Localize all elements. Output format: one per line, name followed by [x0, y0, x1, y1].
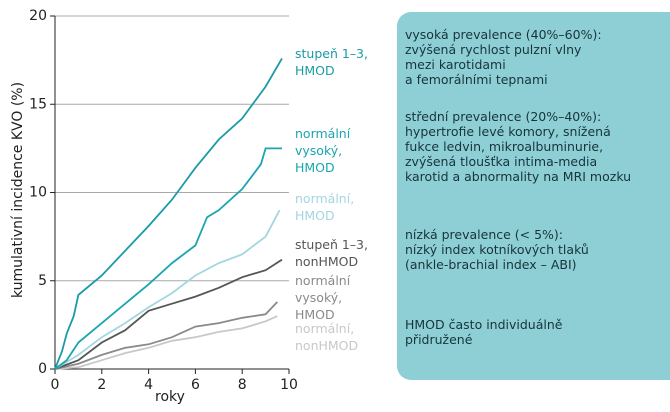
series-line [54, 147, 282, 370]
series-label: stupeň 1–3, HMOD [295, 46, 368, 78]
series-label: normální vysoký, HMOD [295, 273, 351, 322]
x-tick-label: 6 [191, 377, 200, 393]
y-tick-label: 0 [38, 361, 47, 377]
x-tick-label: 2 [97, 377, 106, 393]
series-label: normální, nonHMOD [295, 321, 359, 353]
series-line [54, 258, 283, 370]
series-line [54, 315, 278, 370]
x-tick-label: 8 [238, 377, 247, 393]
x-tick-label: 10 [280, 377, 298, 393]
info-panel: vysoká prevalence (40%–60%): zvýšená ryc… [397, 12, 670, 380]
series-label: normální vysoký, HMOD [295, 126, 351, 175]
x-tick-label: 4 [144, 377, 153, 393]
panel-text: střední prevalence (20%–40%): hypertrofi… [405, 109, 632, 184]
series-line [54, 57, 283, 370]
series-line [54, 301, 278, 370]
x-axis-label: roky [155, 389, 185, 405]
y-tick-label: 15 [29, 96, 47, 112]
panel-text: nízká prevalence (< 5%): nízký index kot… [405, 227, 589, 272]
panel-text: vysoká prevalence (40%–60%): zvýšená ryc… [405, 27, 602, 87]
y-tick-label: 20 [29, 8, 47, 24]
y-tick-label: 5 [38, 273, 47, 289]
y-tick-label: 10 [29, 185, 47, 201]
panel-text: HMOD často individuálně přidružené [405, 317, 563, 347]
y-axis-label: kumulativní incidence KVO (%) [10, 82, 26, 298]
series-label: normální, HMOD [295, 191, 355, 223]
x-tick-label: 0 [51, 377, 60, 393]
series-line [54, 209, 281, 370]
series-label: stupeň 1–3, nonHMOD [295, 237, 368, 269]
